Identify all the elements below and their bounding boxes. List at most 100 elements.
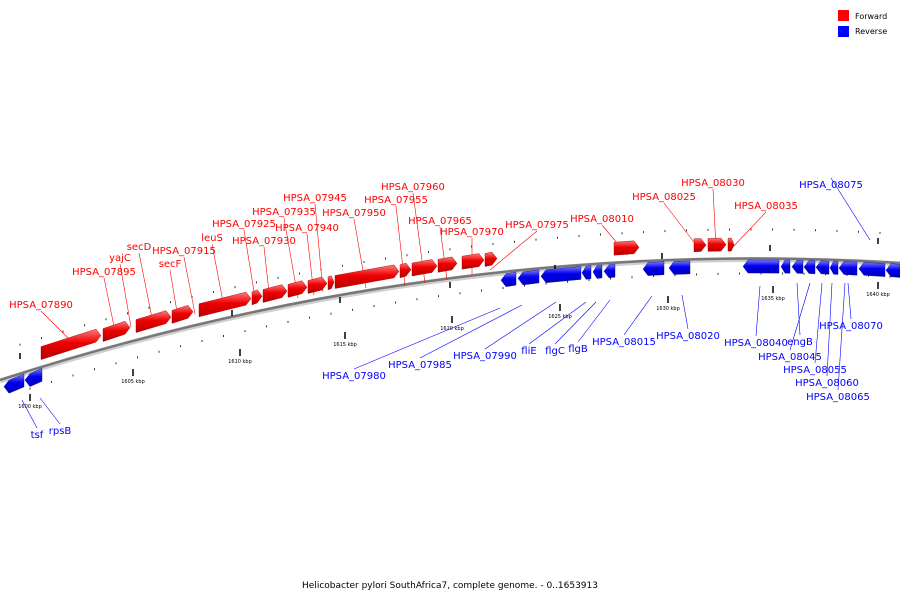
reverse-gene-arrow[interactable] <box>838 261 858 276</box>
gene-label: HPSA_08025 <box>632 192 696 203</box>
gene-label: rpsB <box>49 426 72 437</box>
label-leader-line <box>211 243 225 308</box>
gene-label: HPSA_08010 <box>570 214 634 225</box>
gene-label: HPSA_07890 <box>9 300 73 311</box>
tick-label: 1640 kbp <box>866 292 890 298</box>
forward-gene-arrow[interactable] <box>411 259 438 277</box>
gene-label: HPSA_08075 <box>799 180 863 191</box>
label-leader-line <box>847 282 852 320</box>
tick-label: 1625 kbp <box>548 314 572 320</box>
forward-gene-arrow[interactable] <box>693 238 707 252</box>
gene-label: HPSA_07915 <box>152 246 216 257</box>
label-leader-line <box>103 277 116 332</box>
forward-gene-arrow[interactable] <box>287 280 308 298</box>
reverse-gene-arrow[interactable] <box>815 260 830 275</box>
forward-gene-arrow[interactable] <box>727 237 735 252</box>
forward-gene-arrow[interactable] <box>307 276 328 294</box>
label-leader-line <box>419 304 523 359</box>
forward-gene-arrow[interactable] <box>171 305 194 324</box>
forward-gene-arrow[interactable] <box>461 253 485 270</box>
forward-gene-arrow[interactable] <box>484 251 498 267</box>
gene-label: fliE <box>521 346 536 357</box>
legend-reverse-swatch <box>838 26 849 37</box>
gene-label: HPSA_08030 <box>681 178 745 189</box>
reverse-gene-arrow[interactable] <box>592 264 603 279</box>
gene-label: HPSA_07965 <box>408 216 472 227</box>
label-leader-line <box>21 399 38 429</box>
gene-label: HPSA_08040 <box>724 338 788 349</box>
gene-label: HPSA_07895 <box>72 267 136 278</box>
reverse-gene-arrow[interactable] <box>885 263 900 278</box>
label-leader-line <box>681 294 689 330</box>
tick-label: 1605 kbp <box>121 379 145 385</box>
label-leader-line <box>731 211 767 249</box>
forward-gene-arrow[interactable] <box>262 284 288 303</box>
genome-caption: Helicobacter pylori SouthAfrica7, comple… <box>302 581 598 591</box>
gene-label: flgC <box>545 346 565 357</box>
label-leader-line <box>577 299 611 343</box>
reverse-gene-arrow[interactable] <box>581 265 592 280</box>
reverse-gene-arrow[interactable] <box>791 260 804 274</box>
gene-label: HPSA_08045 <box>758 352 822 363</box>
reverse-gene-arrow[interactable] <box>742 259 780 274</box>
label-leader-lines <box>21 177 871 429</box>
forward-gene-arrow[interactable] <box>334 264 400 289</box>
reverse-gene-arrow[interactable] <box>829 260 839 275</box>
gene-label: secF <box>159 259 182 270</box>
reverse-gene-arrow[interactable] <box>603 263 616 279</box>
gene-label: engB <box>787 337 813 348</box>
tick-label: 1610 kbp <box>228 359 252 365</box>
genome-backbone <box>0 257 900 382</box>
label-leader-line <box>554 301 597 345</box>
gene-label: HPSA_08070 <box>819 321 883 332</box>
forward-gene-arrow[interactable] <box>327 275 335 291</box>
reverse-gene-arrow[interactable] <box>540 266 582 283</box>
gene-label: HPSA_08020 <box>656 331 720 342</box>
forward-gene-arrow[interactable] <box>399 262 412 279</box>
reverse-gene-arrow[interactable] <box>780 259 791 274</box>
forward-gene-arrow[interactable] <box>251 289 263 306</box>
reverse-gene-arrow[interactable] <box>803 260 816 275</box>
forward-gene-arrow[interactable] <box>198 291 252 318</box>
forward-gene-arrow[interactable] <box>613 240 640 256</box>
reverse-gene-arrow[interactable] <box>3 373 25 394</box>
gene-label: HPSA_07985 <box>388 360 452 371</box>
label-leader-line <box>489 230 538 271</box>
reverse-gene-arrow[interactable] <box>517 269 540 286</box>
gene-label: HPSA_08035 <box>734 201 798 212</box>
label-leader-line <box>183 256 196 315</box>
gene-features <box>3 237 900 394</box>
gene-label: HPSA_07930 <box>232 236 296 247</box>
gene-label: HPSA_08055 <box>783 365 847 376</box>
gene-label: HPSA_07950 <box>322 208 386 219</box>
forward-gene-arrow[interactable] <box>40 328 102 360</box>
label-leader-line <box>528 301 587 345</box>
tick-marks: 1600 kbp 1605 kbp 1610 kbp 1615 kbp 1620 kbp… <box>18 228 891 410</box>
reverse-gene-arrow[interactable] <box>858 262 886 277</box>
label-leader-line <box>826 282 833 377</box>
label-leader-line <box>755 285 761 337</box>
gene-label: tsf <box>31 430 44 441</box>
forward-gene-arrow[interactable] <box>135 310 172 333</box>
tick-label: 1600 kbp <box>18 404 42 410</box>
label-leader-line <box>796 282 801 336</box>
reverse-gene-arrow[interactable] <box>668 260 691 275</box>
label-leader-line <box>814 282 823 364</box>
reverse-gene-arrow[interactable] <box>642 261 665 276</box>
gene-label: HPSA_07935 <box>252 207 316 218</box>
reverse-gene-arrow[interactable] <box>24 367 43 387</box>
forward-gene-arrow[interactable] <box>437 256 458 273</box>
legend-forward-swatch <box>838 10 849 21</box>
legend: Forward Reverse <box>838 10 887 37</box>
label-leader-line <box>789 282 811 351</box>
reverse-gene-arrow[interactable] <box>500 271 517 287</box>
label-leader-line <box>484 301 557 350</box>
label-leader-line <box>623 295 653 336</box>
forward-gene-arrow[interactable] <box>707 237 727 252</box>
label-leader-line <box>119 263 132 328</box>
label-leader-line <box>353 307 501 370</box>
gene-label: HPSA_07955 <box>364 195 428 206</box>
legend-reverse-label: Reverse <box>855 27 887 36</box>
forward-gene-arrow[interactable] <box>102 320 131 342</box>
